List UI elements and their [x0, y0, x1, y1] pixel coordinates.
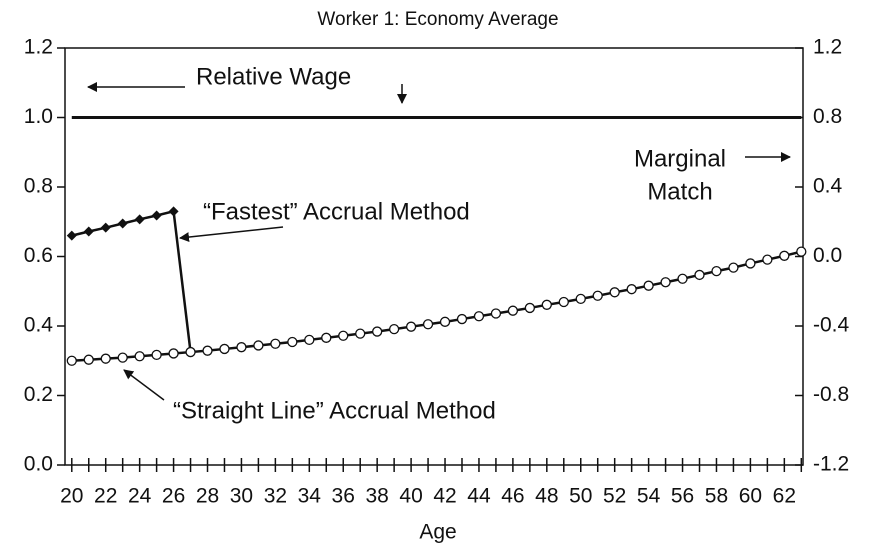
annotation: “Fastest” Accrual Method [203, 198, 470, 225]
point [134, 351, 145, 362]
point [422, 319, 434, 330]
y-tick-label: 1.2 [24, 36, 53, 59]
x-tick-label: 50 [569, 485, 592, 508]
point [83, 354, 94, 365]
point [321, 332, 332, 343]
x-tick-label: 32 [264, 485, 287, 508]
x-tick-label: 56 [671, 485, 694, 508]
x-tick-label: 40 [399, 485, 422, 508]
point [117, 218, 128, 229]
y2-tick-label: 0.0 [813, 244, 842, 267]
y2-tick-label: -0.4 [813, 314, 850, 337]
x-tick-label: 48 [535, 485, 558, 508]
point [338, 330, 349, 341]
annotations: Relative Wage Marginal Match “Fastest” A… [87, 63, 791, 424]
x-tick-label: 38 [365, 485, 388, 508]
y-tick-label: 0.6 [24, 244, 53, 267]
x-tick-label: 52 [603, 485, 626, 508]
point [694, 269, 705, 281]
x-tick-label: 46 [501, 485, 524, 508]
point [541, 299, 552, 310]
x-tick-label: 20 [60, 485, 83, 508]
point [660, 277, 671, 288]
point [490, 308, 502, 319]
x-tick-label: 24 [128, 485, 152, 508]
point [779, 250, 790, 261]
x-tick-label: 34 [298, 485, 322, 508]
x-tick-label: 58 [705, 485, 728, 508]
point [609, 287, 620, 298]
point [558, 296, 569, 308]
x-axis-label: Age [419, 521, 456, 544]
point [66, 355, 77, 366]
y2-tick-label: 0.8 [813, 105, 842, 128]
point [711, 265, 722, 277]
y-tick-label: 0.8 [24, 175, 53, 198]
y-tick-label: 0.2 [24, 383, 53, 406]
point [473, 311, 485, 322]
point [677, 273, 688, 284]
point [168, 206, 179, 217]
point [355, 328, 366, 339]
point [405, 321, 417, 332]
x-tick-label: 44 [467, 485, 491, 508]
point [202, 345, 213, 356]
point [388, 323, 400, 335]
point [168, 348, 179, 359]
y2-tick-label: 1.2 [813, 36, 842, 59]
y-tick-label: 0.4 [24, 314, 54, 337]
x-tick-label: 62 [773, 485, 796, 508]
x-tick-label: 26 [162, 485, 185, 508]
point [575, 293, 586, 305]
chart-title: Worker 1: Economy Average [317, 9, 558, 30]
point [304, 334, 315, 346]
point [219, 343, 230, 355]
y-tick-label: 0.0 [24, 453, 53, 476]
point [117, 352, 128, 363]
point [507, 305, 519, 316]
x-tick-label: 54 [637, 485, 661, 508]
point [270, 338, 281, 349]
point [134, 214, 145, 225]
point [745, 258, 756, 269]
point [643, 280, 654, 291]
point [524, 302, 536, 314]
x-tick-label: 22 [94, 485, 117, 508]
annotation: Match [647, 178, 712, 205]
annotation: “Straight Line” Accrual Method [173, 397, 496, 424]
point [100, 353, 111, 364]
point [83, 226, 94, 237]
point [626, 284, 637, 295]
y2-tick-label: 0.4 [813, 175, 843, 198]
point [185, 346, 196, 358]
point [796, 246, 807, 257]
arrow [123, 369, 165, 401]
point [151, 349, 162, 360]
arrow [179, 226, 284, 243]
point [236, 342, 247, 353]
y-tick-label: 1.0 [24, 105, 53, 128]
point [66, 230, 77, 241]
point [592, 290, 603, 301]
y2-tick-label: -1.2 [813, 453, 849, 476]
annotation: Marginal [634, 145, 726, 172]
x-tick-label: 60 [739, 485, 762, 508]
y2-tick-label: -0.8 [813, 383, 849, 406]
point [100, 222, 111, 233]
point [372, 326, 383, 337]
point [151, 210, 162, 221]
point [439, 316, 451, 327]
x-tick-label: 30 [230, 485, 253, 508]
x-tick-label: 36 [332, 485, 355, 508]
annotation: Relative Wage [196, 63, 351, 90]
point [728, 262, 739, 273]
x-tick-label: 28 [196, 485, 219, 508]
point [253, 340, 264, 351]
point [762, 254, 773, 265]
point [287, 336, 298, 348]
point [456, 313, 468, 325]
x-tick-label: 42 [433, 485, 456, 508]
